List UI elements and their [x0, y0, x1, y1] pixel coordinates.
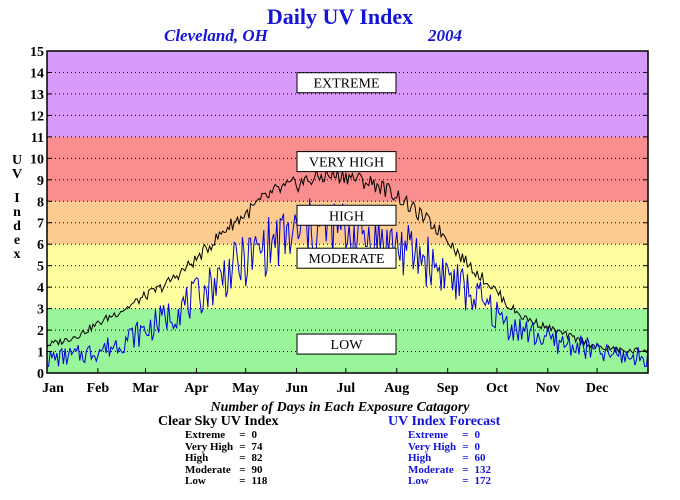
x-tick-label: Nov	[536, 381, 560, 396]
stat-row: Extreme = 0	[185, 429, 257, 441]
y-label-char: x	[14, 247, 21, 262]
stat-row: Moderate = 132	[408, 463, 491, 476]
y-tick-label: 10	[30, 152, 44, 167]
band-label-text: MODERATE	[308, 252, 384, 267]
x-tick-label: Apr	[184, 381, 208, 396]
plot-frame	[46, 50, 649, 374]
band-label-box	[296, 204, 397, 226]
band-label-box	[296, 151, 397, 173]
clear-sky-table: Extreme = 0 Very High = 74 High = 82 Moderate =…	[185, 429, 268, 488]
y-tick-label: 5	[37, 260, 44, 275]
y-tick-label: 7	[37, 217, 44, 232]
forecast-title: UV Index Forecast	[388, 414, 501, 429]
stat-row: Extreme = 0	[408, 429, 480, 441]
y-tick-label: 8	[37, 195, 44, 210]
x-tick-label: May	[232, 381, 259, 396]
y-tick-label: 2	[37, 324, 44, 339]
stat-row: Moderate = 90	[185, 463, 263, 476]
clear-sky-stats: Clear Sky UV Index Extreme = 0 Very High = 7…	[158, 414, 278, 488]
band-label-text: EXTREME	[313, 77, 379, 92]
x-tick-label: Jun	[285, 381, 308, 396]
stat-row: High = 82	[185, 452, 263, 464]
y-tick-label: 4	[37, 281, 44, 296]
year-label: 2004	[428, 26, 462, 45]
band-label-high: HIGH	[296, 204, 397, 226]
stat-row: Low = 172	[408, 475, 491, 487]
y-tick-label: 3	[37, 303, 44, 318]
x-tick-label: Feb	[87, 381, 110, 396]
stat-row: High = 60	[408, 452, 486, 464]
y-tick-label: 13	[30, 88, 44, 103]
y-label-char: U	[12, 153, 22, 168]
band-label-text: LOW	[331, 338, 364, 353]
forecast-table: Extreme = 0 Very High = 0 High = 60 Moderate = 1…	[408, 429, 491, 488]
band-label-very-high: VERY HIGH	[296, 151, 397, 173]
footer-caption: Number of Days in Each Exposure Catagory	[210, 400, 470, 415]
clear-sky-title: Clear Sky UV Index	[158, 414, 279, 429]
y-tick-label: 12	[30, 109, 44, 124]
y-tick-label: 14	[30, 66, 44, 81]
band-label-box	[296, 72, 397, 94]
x-tick-label: Dec	[586, 381, 609, 396]
band-label-text: HIGH	[329, 209, 364, 224]
stat-row: Very High = 0	[408, 440, 480, 453]
x-tick-label: Sep	[437, 381, 459, 396]
y-tick-label: 9	[37, 174, 44, 189]
band-label-box	[296, 333, 397, 355]
x-tick-label: Aug	[384, 381, 409, 396]
y-tick-label: 15	[30, 45, 44, 60]
location-label: Cleveland, OH	[164, 26, 268, 45]
y-tick-label: 0	[37, 367, 44, 382]
chart-title: Daily UV Index	[266, 4, 414, 29]
y-label-char: d	[13, 219, 21, 234]
stat-row: Low = 118	[185, 475, 268, 487]
x-tick-label: Mar	[132, 381, 158, 396]
y-label-char: e	[14, 233, 20, 248]
y-tick-label: 1	[37, 346, 44, 361]
band-label-extreme: EXTREME	[296, 72, 397, 94]
series-line-forecast	[46, 198, 649, 368]
x-tick-label: Jul	[337, 381, 356, 396]
series-line-clear-sky	[46, 168, 649, 355]
forecast-stats: UV Index Forecast Extreme = 0 Very High = 0 …	[388, 414, 500, 488]
band-label-moderate: MODERATE	[296, 247, 397, 269]
y-label-char: n	[13, 205, 21, 220]
band-label-text: VERY HIGH	[309, 156, 384, 171]
band-label-low: LOW	[296, 333, 397, 355]
y-tick-label: 11	[31, 131, 44, 146]
y-label-char: I	[14, 191, 19, 206]
y-tick-label: 6	[37, 238, 44, 253]
stat-row: Very High = 74	[185, 440, 263, 453]
y-label-char: V	[12, 167, 22, 182]
band-label-box	[296, 247, 397, 269]
x-tick-label: Oct	[486, 381, 508, 396]
x-tick-label: Jan	[42, 381, 64, 396]
